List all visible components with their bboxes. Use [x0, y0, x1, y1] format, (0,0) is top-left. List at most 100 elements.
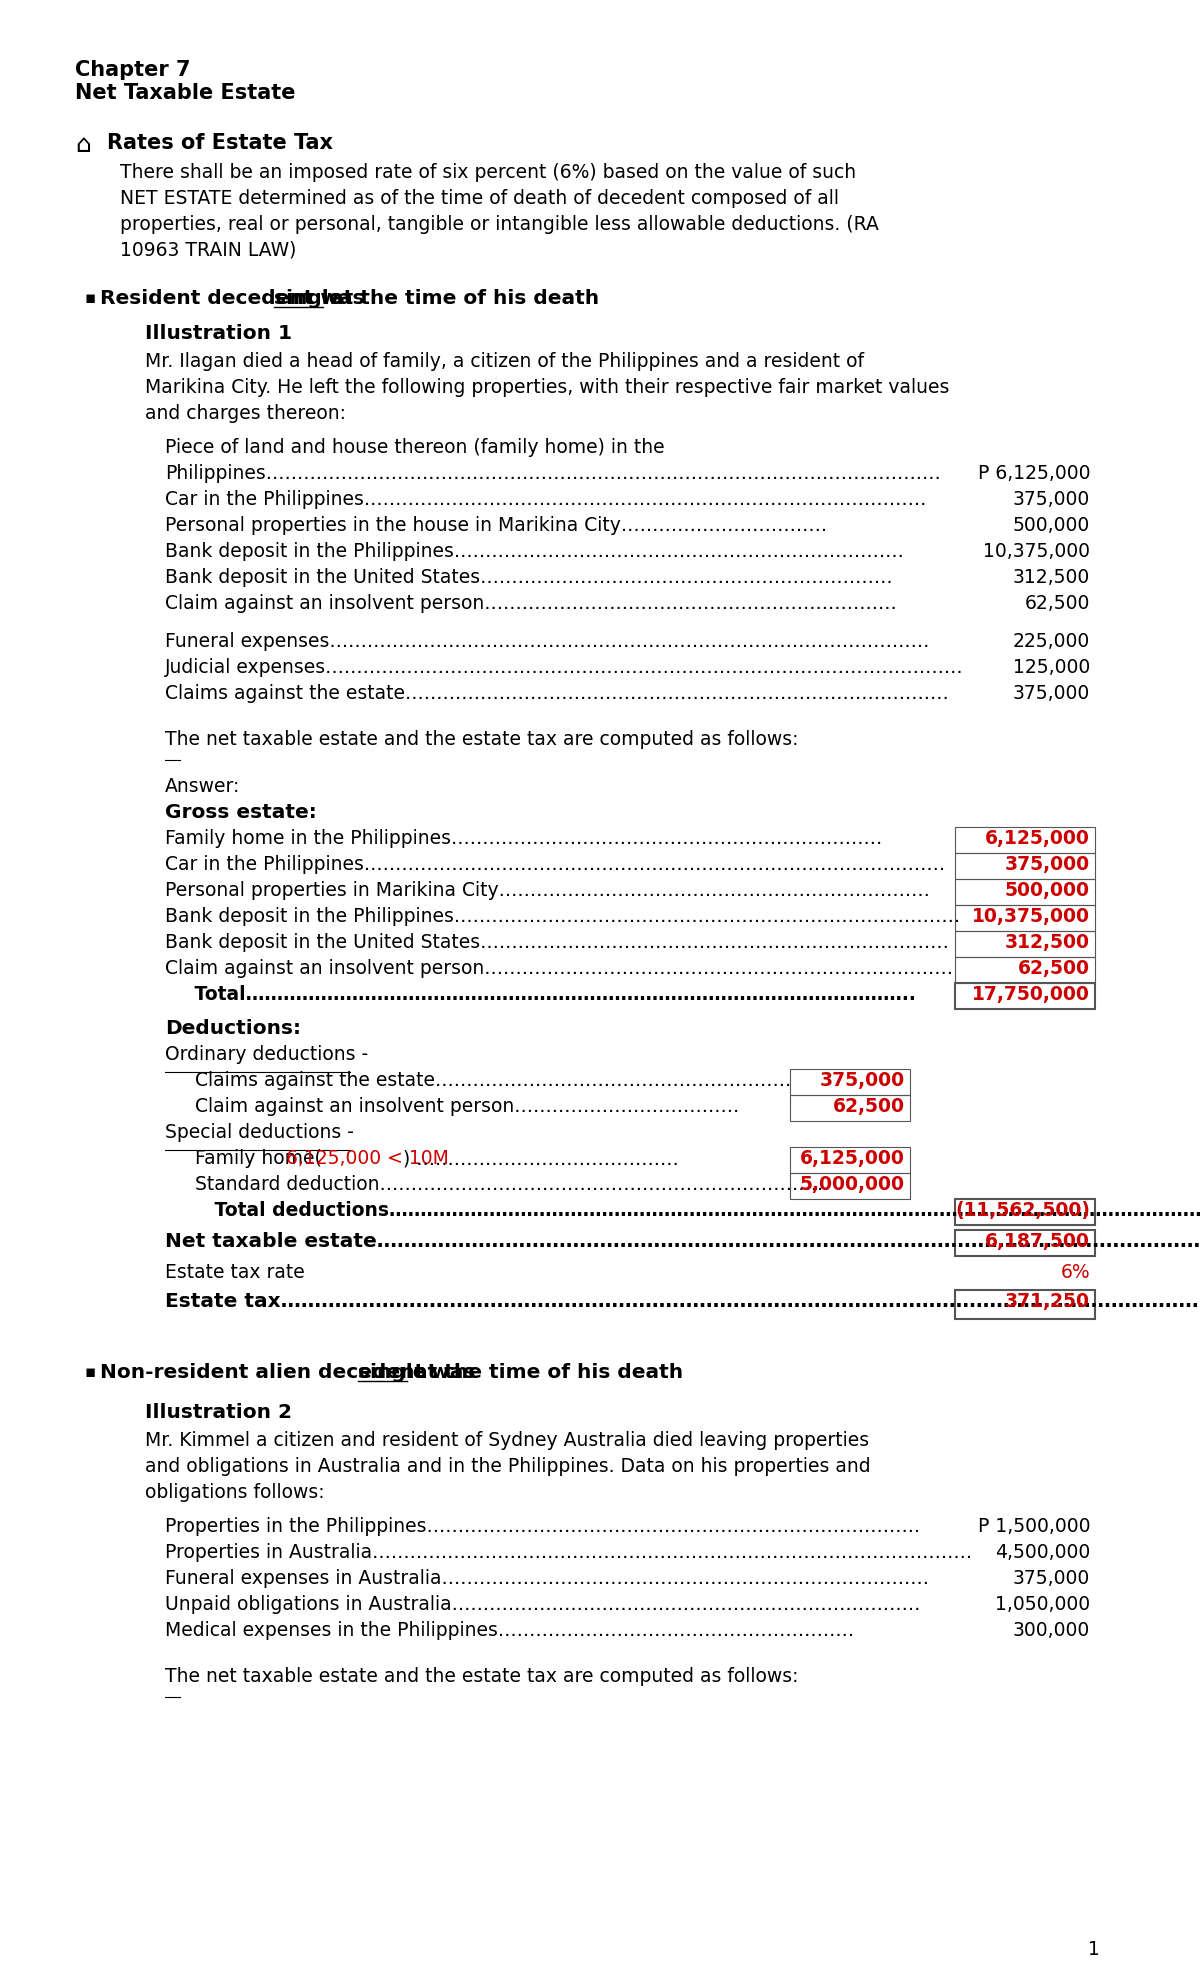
Text: 312,500: 312,500: [1006, 933, 1090, 952]
Text: Claim against an insolvent person…………………………………………………………………: Claim against an insolvent person……………………: [166, 958, 953, 978]
Text: 500,000: 500,000: [1006, 881, 1090, 899]
Text: Total……………………………………………………………………………………………..: Total………………………………………………………………………………………………: [175, 984, 916, 1004]
Text: Estate tax……………………………………………………………………………………………………………………………………: Estate tax…………………………………………………………………………………: [166, 1292, 1200, 1310]
Text: Funeral expenses……………………………………………………………………………………: Funeral expenses…………………………………………………………………: [166, 632, 929, 650]
Text: Family home(: Family home(: [194, 1148, 322, 1168]
Text: 62,500: 62,500: [833, 1097, 905, 1116]
Text: Judicial expenses…………………………………………………………………………………………: Judicial expenses………………………………………………………………: [166, 658, 964, 678]
Bar: [955, 1290, 1096, 1320]
Text: Illustration 1: Illustration 1: [145, 324, 292, 344]
Text: at the time of his death: at the time of his death: [323, 288, 599, 308]
Text: Non-resident alien decedent was: Non-resident alien decedent was: [100, 1363, 482, 1381]
Text: Personal properties in Marikina City……………………………………………………………: Personal properties in Marikina City……………: [166, 881, 930, 899]
Text: Medical expenses in the Philippines…………………………………………………: Medical expenses in the Philippines………………: [166, 1620, 854, 1640]
Text: 10,375,000: 10,375,000: [983, 541, 1090, 561]
Text: Resident decedent was: Resident decedent was: [100, 288, 372, 308]
Text: 375,000: 375,000: [1004, 856, 1090, 873]
Text: 375,000: 375,000: [1013, 490, 1090, 510]
Text: Car in the Philippines………………………………………………………………………………: Car in the Philippines…………………………………………………: [166, 490, 926, 510]
Text: ) ……………………………………: ) ……………………………………: [403, 1148, 679, 1168]
Text: 375,000: 375,000: [1013, 1569, 1090, 1589]
Text: Ordinary deductions -: Ordinary deductions -: [166, 1045, 368, 1063]
Text: 375,000: 375,000: [1013, 684, 1090, 703]
Text: properties, real or personal, tangible or intangible less allowable deductions. : properties, real or personal, tangible o…: [120, 215, 878, 233]
Text: Net taxable estate…………………………………………………………………………………………………………………: Net taxable estate……………………………………………………………: [166, 1231, 1200, 1251]
Bar: [955, 905, 1096, 931]
Text: single: single: [274, 288, 342, 308]
Text: Marikina City. He left the following properties, with their respective fair mark: Marikina City. He left the following pro…: [145, 377, 949, 397]
Text: 6,125,000: 6,125,000: [800, 1148, 905, 1168]
Text: 371,250: 371,250: [1006, 1292, 1090, 1310]
Text: ▪: ▪: [85, 1363, 96, 1381]
Text: Claim against an insolvent person………………………………: Claim against an insolvent person……………………: [194, 1097, 739, 1116]
Bar: [955, 931, 1096, 956]
Text: Bank deposit in the United States…………………………………………………………………: Bank deposit in the United States……………………: [166, 933, 949, 952]
Text: obligations follows:: obligations follows:: [145, 1484, 325, 1502]
Text: Claim against an insolvent person…………………………………………………………: Claim against an insolvent person……………………: [166, 595, 896, 613]
Text: Deductions:: Deductions:: [166, 1020, 301, 1037]
Bar: [955, 828, 1096, 854]
Bar: [955, 879, 1096, 905]
Text: 10963 TRAIN LAW): 10963 TRAIN LAW): [120, 241, 296, 261]
Text: 10,375,000: 10,375,000: [972, 907, 1090, 927]
Text: and obligations in Australia and in the Philippines. Data on his properties and: and obligations in Australia and in the …: [145, 1456, 871, 1476]
Text: 6,125,000 < 10M: 6,125,000 < 10M: [287, 1148, 449, 1168]
Text: 375,000: 375,000: [820, 1071, 905, 1091]
Text: Bank deposit in the Philippines………………………………………………………………………: Bank deposit in the Philippines…………………………: [166, 907, 960, 927]
Bar: [955, 956, 1096, 982]
Bar: [955, 982, 1096, 1010]
Text: 312,500: 312,500: [1013, 567, 1090, 587]
Text: Properties in Australia……………………………………………………………………………………: Properties in Australia………………………………………………: [166, 1543, 972, 1561]
Text: Bank deposit in the Philippines………………………………………………………………: Bank deposit in the Philippines…………………………: [166, 541, 904, 561]
Text: Unpaid obligations in Australia…………………………………………………………………: Unpaid obligations in Australia…………………………: [166, 1595, 920, 1614]
Text: Gross estate:: Gross estate:: [166, 802, 317, 822]
Text: Estate tax rate: Estate tax rate: [166, 1263, 305, 1282]
Text: Funeral expenses in Australia……………………………………………………………………: Funeral expenses in Australia………………………………: [166, 1569, 929, 1589]
Text: Special deductions -: Special deductions -: [166, 1122, 354, 1142]
Text: Total deductions……………………………………………………………………………………………………………………: Total deductions…………………………………………………………………: [194, 1201, 1200, 1219]
Text: 1: 1: [1088, 1940, 1100, 1958]
Bar: [790, 1146, 910, 1174]
Text: 300,000: 300,000: [1013, 1620, 1090, 1640]
Text: 6,125,000: 6,125,000: [985, 830, 1090, 848]
Text: 17,750,000: 17,750,000: [972, 984, 1090, 1004]
Text: 62,500: 62,500: [1025, 595, 1090, 613]
Text: 6%: 6%: [1061, 1263, 1090, 1282]
Text: Car in the Philippines…………………………………………………………………………………: Car in the Philippines…………………………………………………: [166, 856, 946, 873]
Bar: [790, 1174, 910, 1199]
Bar: [955, 1229, 1096, 1257]
Text: and charges thereon:: and charges thereon:: [145, 403, 346, 423]
Text: Standard deduction………………………………………………………………: Standard deduction……………………………………………………………: [194, 1176, 829, 1194]
Text: Personal properties in the house in Marikina City……………………………: Personal properties in the house in Mari…: [166, 516, 827, 535]
Text: Bank deposit in the United States…………………………………………………………: Bank deposit in the United States……………………: [166, 567, 893, 587]
Text: 225,000: 225,000: [1013, 632, 1090, 650]
Text: Philippines………………………………………………………………………………………………: Philippines………………………………………………………………………………: [166, 464, 941, 482]
Text: (11,562,500): (11,562,500): [955, 1201, 1090, 1219]
Text: P 6,125,000: P 6,125,000: [978, 464, 1090, 482]
Text: Properties in the Philippines…………………………………………………………………….: Properties in the Philippines………………………………: [166, 1518, 920, 1535]
Text: There shall be an imposed rate of six percent (6%) based on the value of such: There shall be an imposed rate of six pe…: [120, 162, 856, 182]
Text: ▪: ▪: [85, 288, 96, 306]
Bar: [790, 1095, 910, 1120]
Bar: [955, 854, 1096, 879]
Text: Rates of Estate Tax: Rates of Estate Tax: [107, 132, 334, 152]
Text: Chapter 7: Chapter 7: [74, 59, 191, 79]
Text: Claims against the estate……………………………………………………………………………: Claims against the estate…………………………………………: [166, 684, 949, 703]
Text: Illustration 2: Illustration 2: [145, 1403, 292, 1423]
Text: Piece of land and house thereon (family home) in the: Piece of land and house thereon (family …: [166, 439, 665, 456]
Text: 4,500,000: 4,500,000: [995, 1543, 1090, 1561]
Text: ⌂: ⌂: [74, 132, 91, 156]
Text: Answer:: Answer:: [166, 777, 240, 796]
Text: NET ESTATE determined as of the time of death of decedent composed of all: NET ESTATE determined as of the time of …: [120, 190, 839, 207]
Text: single: single: [358, 1363, 426, 1381]
Text: at the time of his death: at the time of his death: [407, 1363, 683, 1381]
Text: 5,000,000: 5,000,000: [800, 1176, 905, 1194]
Text: Family home in the Philippines……………………………………………………………: Family home in the Philippines……………………………: [166, 830, 882, 848]
Text: Net Taxable Estate: Net Taxable Estate: [74, 83, 295, 103]
Text: P 1,500,000: P 1,500,000: [978, 1518, 1090, 1535]
Text: Mr. Ilagan died a head of family, a citizen of the Philippines and a resident of: Mr. Ilagan died a head of family, a citi…: [145, 352, 864, 371]
Bar: [790, 1069, 910, 1095]
Bar: [955, 1199, 1096, 1225]
Text: Claims against the estate…………………………………………………: Claims against the estate…………………………………………: [194, 1071, 791, 1091]
Text: 62,500: 62,500: [1018, 958, 1090, 978]
